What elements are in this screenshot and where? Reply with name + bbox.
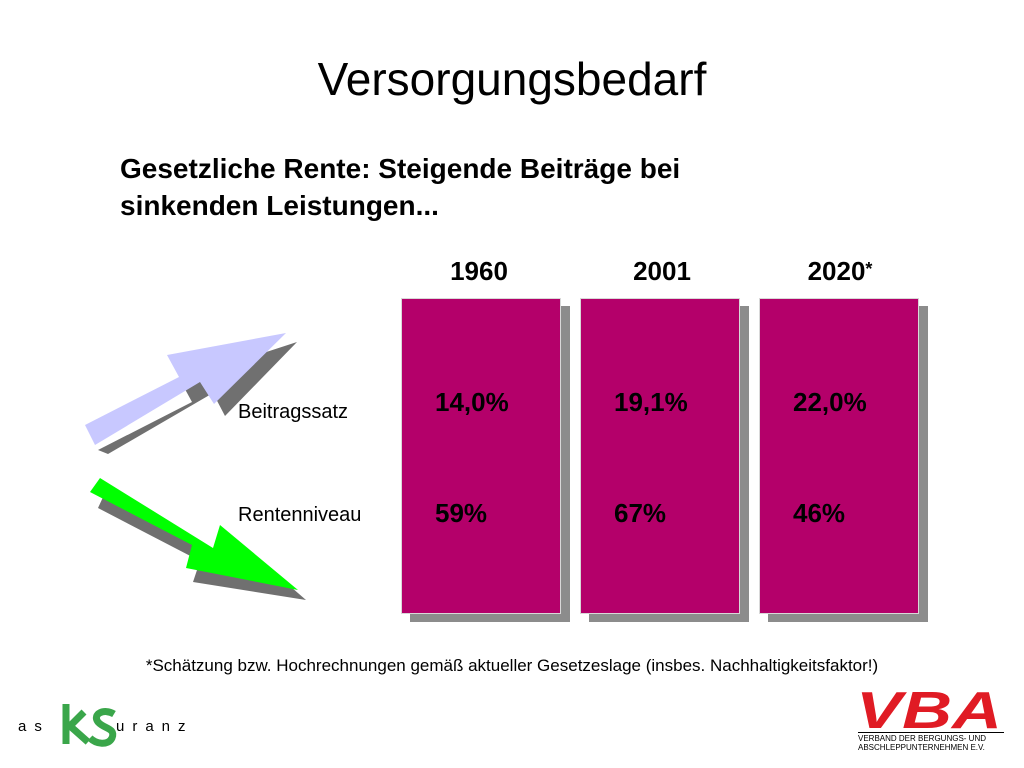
column-1960 (401, 298, 561, 614)
svg-text:as: as (18, 718, 50, 735)
page-title: Versorgungsbedarf (317, 53, 707, 105)
year-asterisk: * (865, 259, 873, 279)
year-header-2020: 2020* (770, 256, 910, 287)
vba-logo-icon: VBA (856, 682, 1002, 740)
ks-logo-icon: as uranz (18, 704, 194, 747)
year-header-2001: 2001 (592, 256, 732, 287)
footnote: *Schätzung bzw. Hochrechnungen gemäß akt… (145, 656, 879, 675)
beitragssatz-value-2001: 19,1% (614, 387, 688, 417)
vba-caption-line-1: VERBAND DER BERGUNGS- UND (858, 734, 987, 743)
arrow-up-icon (85, 333, 286, 445)
vba-logo: VBA (852, 682, 1008, 756)
row-label-rentenniveau: Rentenniveau (238, 504, 362, 526)
trend-arrows (85, 333, 306, 600)
row-label-beitragssatz: Beitragssatz (238, 401, 349, 423)
subtitle-line-2: sinkenden Leistungen... (120, 190, 439, 221)
vba-caption-line-2: ABSCHLEPPUNTERNEHMEN E.V. (858, 743, 985, 752)
year-header-1960: 1960 (409, 256, 549, 287)
rentenniveau-value-2020: 46% (793, 498, 846, 528)
vba-logo-text: VBA (856, 684, 1002, 732)
beitragssatz-value-1960: 14,0% (435, 387, 509, 417)
year-label: 2020 (807, 256, 866, 286)
assekuranz-logo: as uranz (18, 698, 218, 750)
subtitle-line-1: Gesetzliche Rente: Steigende Beiträge be… (120, 153, 681, 184)
vba-divider (858, 732, 1004, 733)
arrow-down-icon (90, 478, 298, 590)
year-label: 1960 (450, 256, 508, 286)
svg-text:uranz: uranz (116, 718, 194, 735)
column-2020 (759, 298, 919, 614)
beitragssatz-value-2020: 22,0% (793, 387, 867, 417)
column-2001 (580, 298, 740, 614)
rentenniveau-value-1960: 59% (435, 498, 488, 528)
year-label: 2001 (633, 256, 691, 286)
rentenniveau-value-2001: 67% (614, 498, 667, 528)
subtitle: Gesetzliche Rente: Steigende Beiträge be… (120, 150, 840, 224)
